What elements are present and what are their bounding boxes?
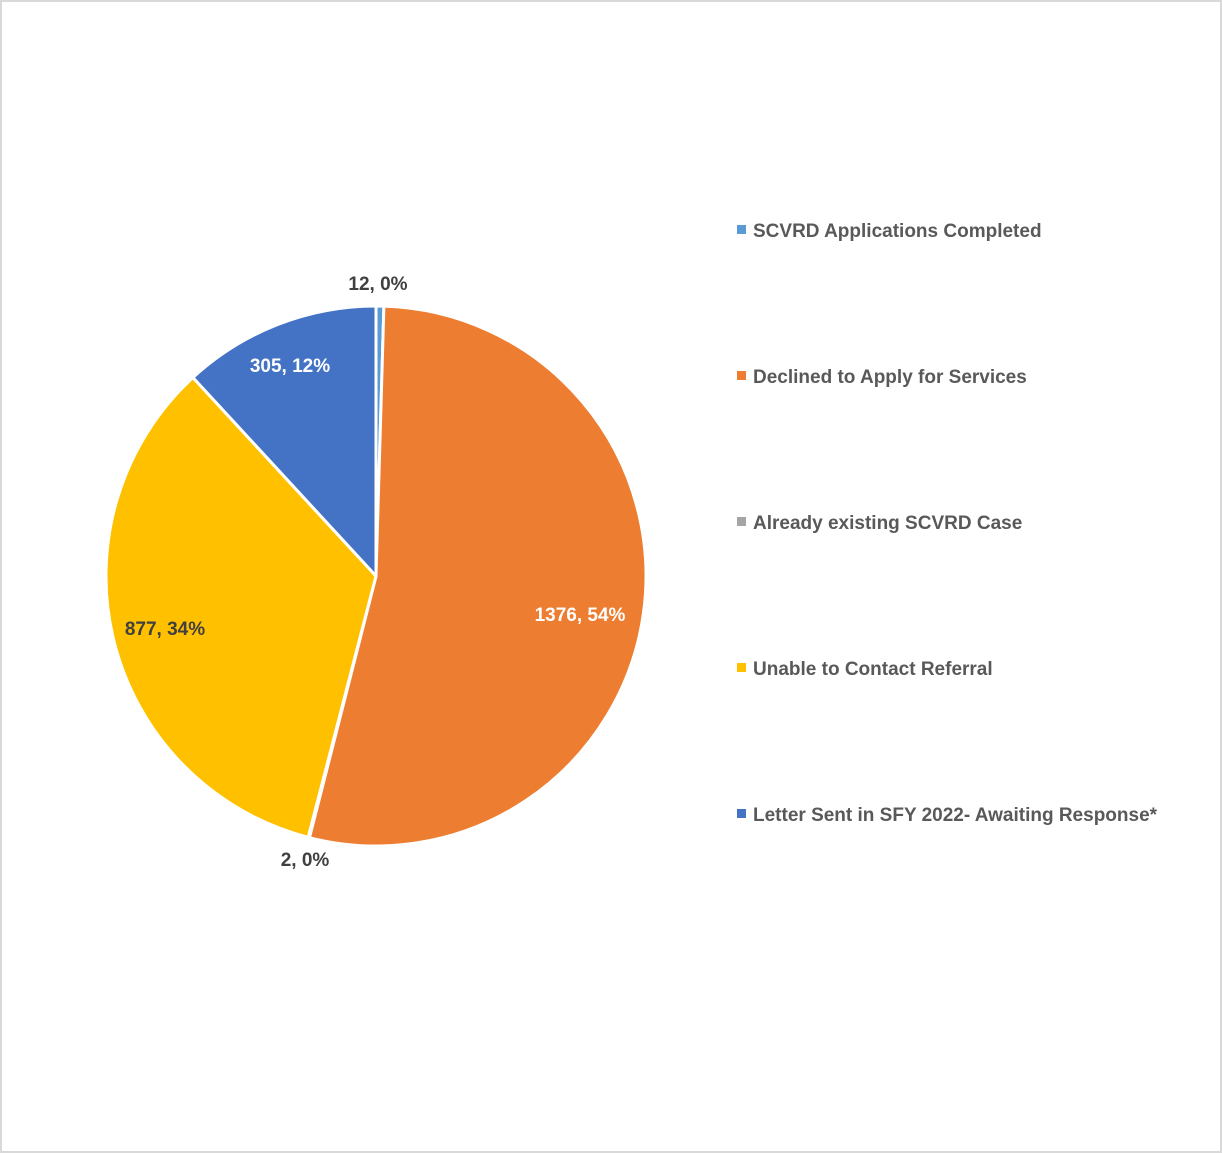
pie-slice-letter-sent-in-sfy-2022-awaiting-response (191, 304, 378, 578)
data-label-declined-to-apply-for-services: 1376, 54% (535, 605, 626, 626)
data-label-unable-to-contact-referral: 877, 34% (125, 619, 205, 640)
legend-label: Declined to Apply for Services (753, 367, 1027, 388)
legend-swatch (737, 663, 746, 672)
data-label-letter-sent-in-sfy-2022-awaiting-response: 305, 12% (250, 356, 330, 377)
legend-item-declined-to-apply-for-services: Declined to Apply for Services (737, 367, 1027, 388)
legend: SCVRD Applications Completed Declined to … (737, 221, 1158, 826)
pie-slice-unable-to-contact-referral (104, 376, 378, 839)
legend-item-already-existing-scvrd-case: Already existing SCVRD Case (737, 513, 1022, 534)
legend-swatch (737, 517, 746, 526)
legend-item-letter-sent-in-sfy-2022-awaiting-response: Letter Sent in SFY 2022- Awaiting Respon… (737, 805, 1158, 826)
data-label-already-existing-scvrd-case: 2, 0% (281, 850, 330, 871)
legend-label: Already existing SCVRD Case (753, 513, 1022, 534)
pie-data-labels: 12, 0% 1376, 54% 2, 0% 877, 34% 305, 12% (125, 274, 626, 871)
pie-slice-declined-to-apply-for-services (307, 304, 648, 848)
legend-label: Letter Sent in SFY 2022- Awaiting Respon… (753, 805, 1158, 826)
legend-item-unable-to-contact-referral: Unable to Contact Referral (737, 659, 993, 680)
legend-item-scvrd-applications-completed: SCVRD Applications Completed (737, 221, 1042, 242)
legend-swatch (737, 371, 746, 380)
legend-swatch (737, 809, 746, 818)
legend-label: Unable to Contact Referral (753, 659, 993, 680)
data-label-scvrd-applications-completed: 12, 0% (348, 274, 407, 295)
legend-label: SCVRD Applications Completed (753, 221, 1042, 242)
legend-swatch (737, 225, 746, 234)
pie-slices (104, 304, 648, 848)
